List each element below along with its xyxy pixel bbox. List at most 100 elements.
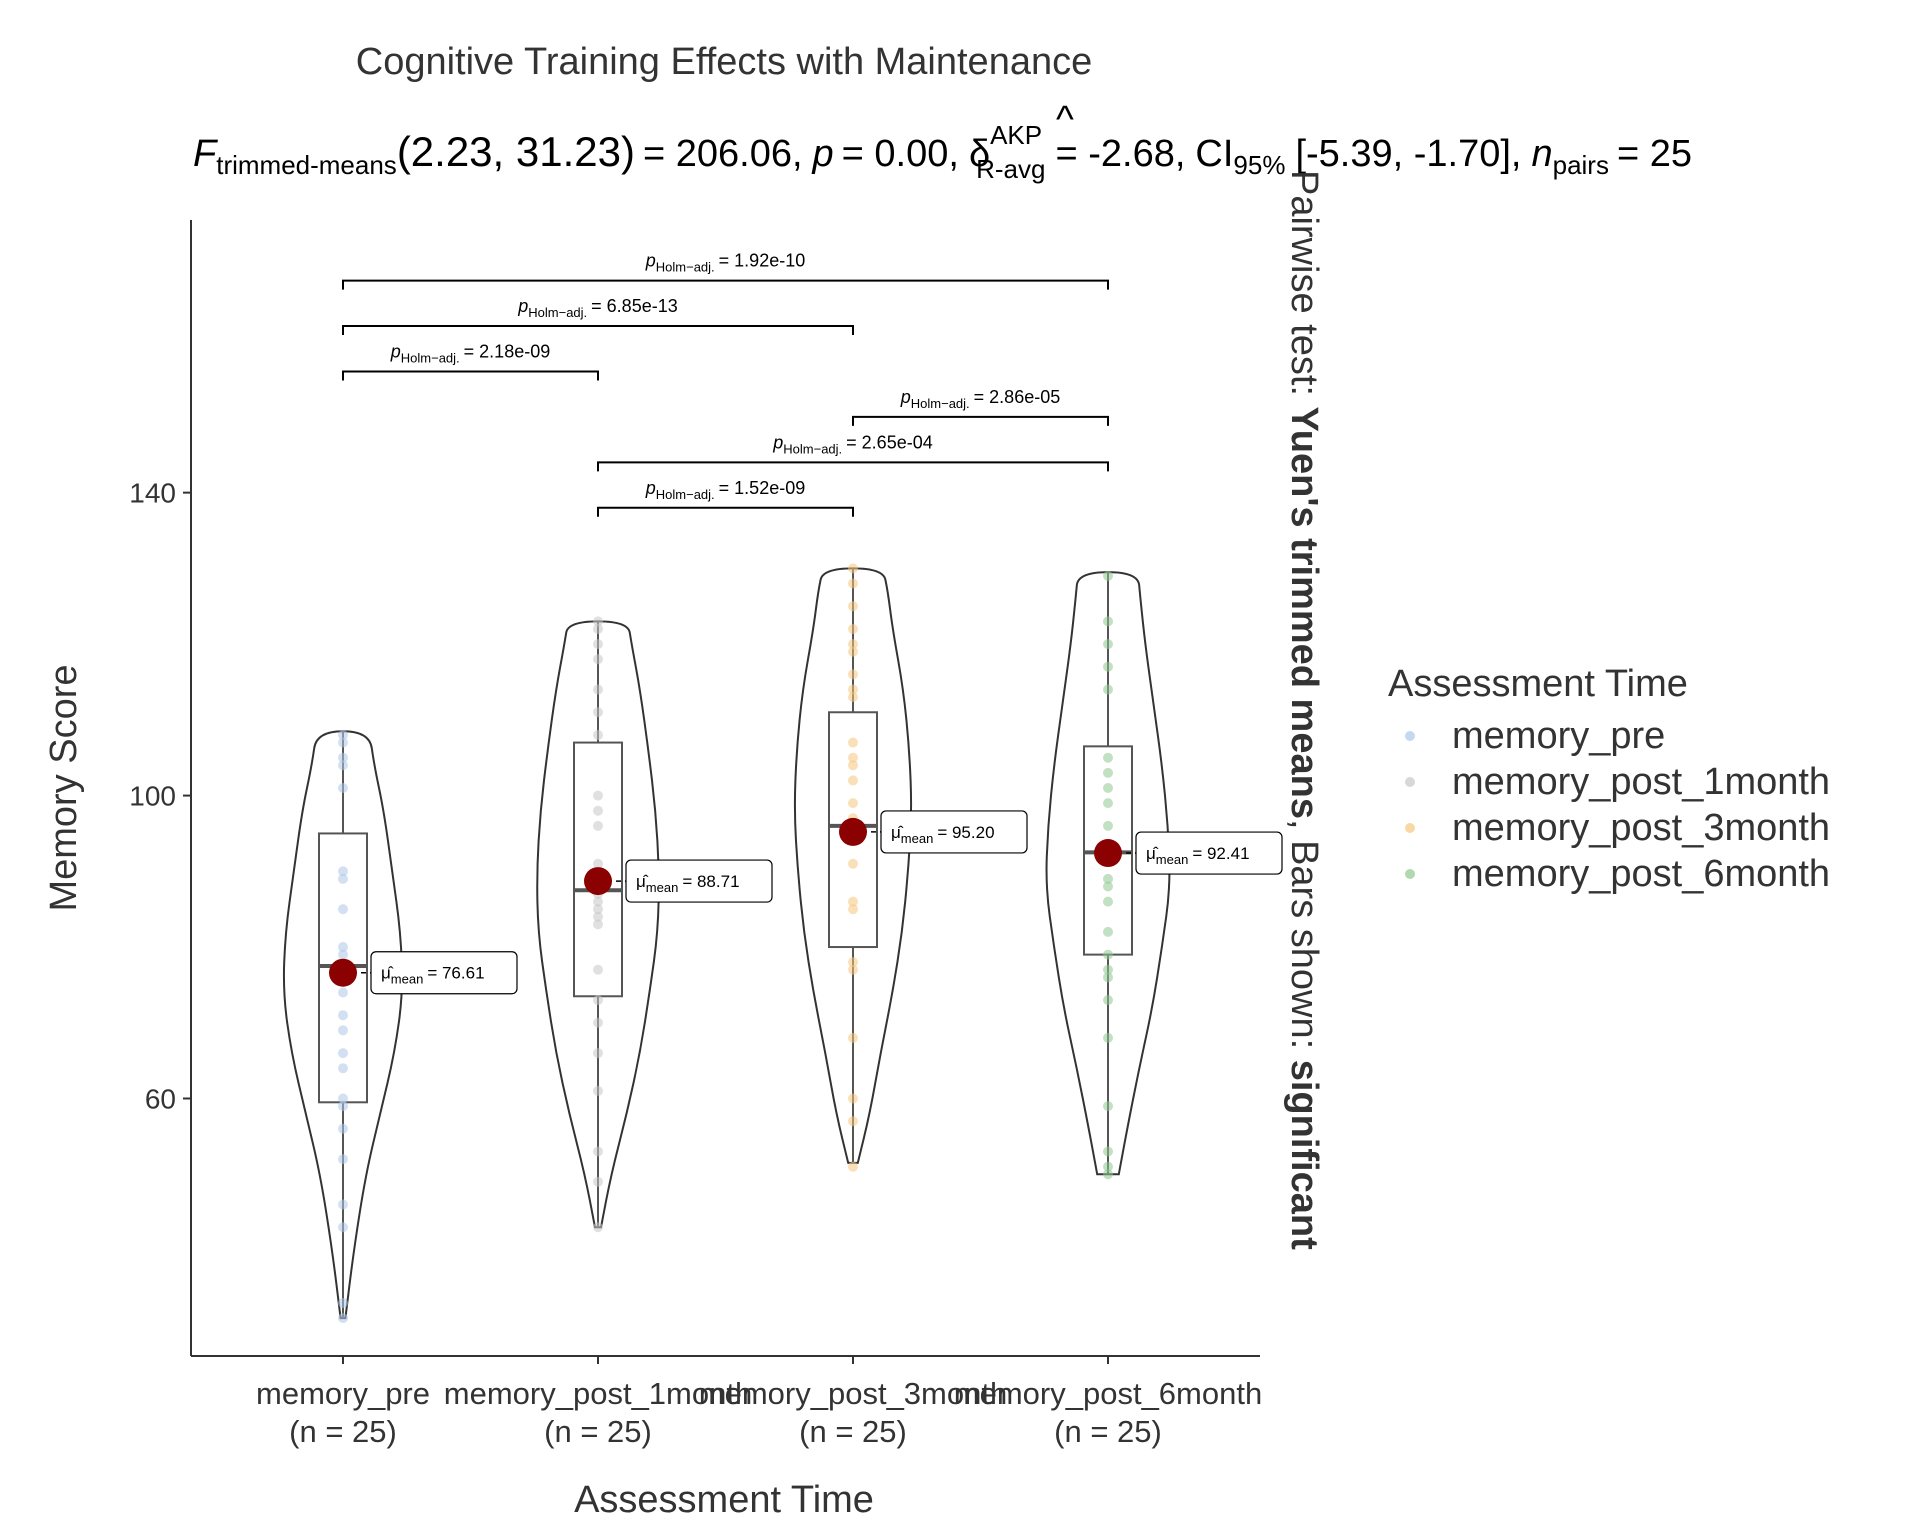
data-point (593, 919, 603, 930)
data-point (1103, 873, 1113, 884)
mean-marker-memory_post_1month (584, 867, 612, 896)
data-point (593, 1085, 603, 1096)
data-point (593, 1176, 603, 1187)
data-point (1103, 964, 1113, 975)
data-point (593, 904, 603, 915)
comparison-label: pHolm−adj. = 1.92e-10 (645, 251, 805, 275)
subtitle-ci-symbol: CI (1195, 133, 1233, 175)
data-point (848, 646, 858, 657)
subtitle-effect-value: = -2.68, (1055, 133, 1185, 175)
data-point (593, 820, 603, 831)
data-point (1103, 616, 1113, 627)
data-point (593, 805, 603, 816)
data-point (338, 737, 348, 748)
mean-label: μ̂mean = 92.41 (1146, 844, 1250, 867)
subtitle-effect-sub: R-avg (976, 154, 1045, 184)
data-point (1103, 639, 1113, 650)
data-point (1103, 767, 1113, 778)
data-point (1103, 1101, 1113, 1112)
x-tick-n-label: (n = 25) (544, 1414, 652, 1449)
subtitle-n-symbol: n (1531, 133, 1552, 175)
data-point (1103, 1169, 1113, 1180)
data-point (848, 775, 858, 786)
legend-key-memory_pre (1405, 731, 1415, 741)
mean-marker-memory_pre (329, 958, 357, 987)
data-point (848, 1093, 858, 1104)
data-point (593, 707, 603, 718)
comparison-bracket (342, 279, 1109, 290)
x-tick-label: memory_post_3month (699, 1376, 1007, 1411)
data-point (848, 904, 858, 915)
comparison-bracket (342, 370, 599, 381)
caption-middle: , Bars shown: (1283, 819, 1325, 1060)
data-point (593, 858, 603, 869)
comparison-label: pHolm−adj. = 2.65e-04 (772, 432, 932, 456)
data-point (338, 1313, 348, 1324)
mean-label: μ̂mean = 95.20 (891, 823, 995, 846)
data-point (1103, 972, 1113, 983)
chart-subtitle: Ftrimmed-means(2.23, 31.23) = 206.06, p = 0… (193, 120, 1692, 184)
data-point (338, 1093, 348, 1104)
data-point (593, 911, 603, 922)
data-point (848, 563, 858, 574)
caption-test: Yuen's trimmed means (1283, 407, 1325, 819)
mean-label-box (1135, 831, 1283, 875)
data-point (1103, 752, 1113, 763)
data-point (338, 942, 348, 953)
data-point (1103, 783, 1113, 793)
x-axis-title: Assessment Time (574, 1479, 874, 1521)
subtitle-ci-value: [-5.39, -1.70], (1295, 133, 1521, 175)
data-point (1103, 1161, 1113, 1172)
mean-label-box (370, 951, 518, 995)
data-point (1103, 896, 1113, 907)
data-point (848, 623, 858, 634)
data-point (338, 1154, 348, 1165)
mean-markers: μ̂mean = 76.61 μ̂mean = 88.71 μ̂mean = 95.20 μ… (329, 810, 1283, 995)
data-point (593, 790, 603, 801)
subtitle-f-sub: trimmed-means (216, 150, 397, 180)
data-point (338, 1010, 348, 1021)
mean-marker-memory_post_6month (1094, 839, 1122, 868)
data-point (1103, 684, 1113, 695)
data-point (1103, 926, 1113, 937)
data-point (1103, 1032, 1113, 1043)
legend-label: memory_post_1month (1452, 761, 1830, 803)
data-point (338, 1048, 348, 1059)
data-point (848, 896, 858, 907)
data-point (1103, 661, 1113, 672)
data-point (593, 639, 603, 650)
data-point (338, 783, 348, 793)
data-point (338, 729, 348, 740)
data-point (848, 601, 858, 612)
legend-label: memory_post_3month (1452, 807, 1830, 849)
data-point (593, 1017, 603, 1028)
data-point (848, 1161, 858, 1172)
mean-label: μ̂mean = 88.71 (636, 872, 740, 895)
data-point (338, 866, 348, 877)
caption-shown: significant (1283, 1060, 1325, 1250)
boxplots (318, 568, 1133, 1319)
comparison-bracket (342, 325, 854, 336)
legend-title: Assessment Time (1388, 663, 1688, 705)
legend-key-memory_post_1month (1405, 777, 1415, 787)
data-point (1103, 820, 1113, 831)
data-point (848, 684, 858, 695)
legend-label: memory_pre (1452, 715, 1665, 757)
data-point (1103, 995, 1113, 1006)
data-point (338, 1222, 348, 1233)
data-point (848, 1032, 858, 1043)
data-point (593, 729, 603, 740)
subtitle-f-value: = 206.06, (643, 133, 803, 175)
caption-prefix: Pairwise test: (1283, 170, 1325, 407)
subtitle-ci-sub: 95% (1233, 150, 1285, 180)
data-point (338, 752, 348, 763)
x-tick-label: memory_post_6month (954, 1376, 1262, 1411)
data-point (338, 1063, 348, 1074)
data-point (848, 578, 858, 589)
y-tick-label: 140 (129, 478, 176, 509)
y-ticks: 60 100 140 (129, 478, 191, 1115)
data-point (593, 623, 603, 634)
pairwise-brackets: pHolm−adj. = 2.18e-09 pHolm−adj. = 6.85e-13… (342, 251, 1109, 517)
x-tick-n-label: (n = 25) (289, 1414, 397, 1449)
y-tick-label: 100 (129, 781, 176, 812)
